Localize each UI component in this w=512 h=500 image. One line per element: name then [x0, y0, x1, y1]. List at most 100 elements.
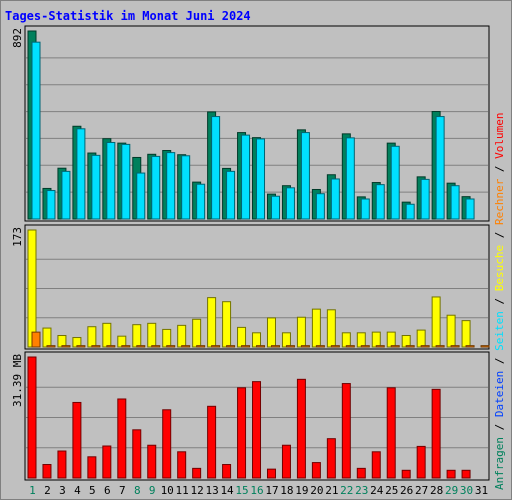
bar-rechner: [196, 345, 206, 348]
legend-entry: Volumen: [493, 112, 506, 158]
bar-volumen: [371, 451, 381, 479]
bar-seiten: [151, 155, 161, 220]
bar-besuche: [461, 320, 471, 348]
x-tick-label: 16: [250, 484, 263, 497]
y-axis-max-label: 173: [11, 227, 24, 247]
chart-panels: 892 173 31.39 MB: [11, 25, 490, 481]
bar-seiten: [121, 143, 131, 220]
bar-seiten: [300, 132, 310, 220]
bar-volumen: [162, 409, 172, 479]
bar-besuche: [296, 316, 306, 348]
bar-volumen: [416, 445, 426, 479]
bar-seiten: [166, 152, 176, 220]
bar-volumen: [446, 469, 456, 479]
bar-seiten: [61, 170, 71, 220]
bar-seiten: [390, 145, 400, 220]
bar-besuche: [42, 327, 52, 348]
bar-besuche: [431, 296, 441, 348]
bar-seiten: [345, 137, 355, 220]
bar-besuche: [87, 326, 97, 348]
x-tick-label: 2: [44, 484, 51, 497]
bar-seiten: [181, 155, 191, 220]
bar-rechner: [285, 345, 295, 348]
bar-rechner: [241, 345, 251, 348]
bar-seiten: [285, 187, 295, 220]
bar-volumen: [461, 469, 471, 479]
x-tick-label: 14: [220, 484, 234, 497]
x-tick-label: 9: [149, 484, 156, 497]
bar-volumen: [192, 467, 202, 479]
bar-rechner: [450, 345, 460, 348]
bar-rechner: [345, 345, 355, 348]
bar-rechner: [360, 345, 370, 348]
bar-besuche: [207, 297, 217, 348]
x-tick-label: 20: [310, 484, 323, 497]
bar-besuche: [102, 322, 112, 348]
bar-seiten: [420, 178, 430, 220]
bar-rechner: [420, 345, 430, 348]
x-tick-label: 3: [59, 484, 66, 497]
x-tick-label: 18: [280, 484, 293, 497]
bar-volumen: [401, 469, 411, 479]
bar-seiten: [270, 195, 280, 220]
legend-entry: Seiten: [493, 311, 506, 351]
bar-volumen: [72, 401, 82, 479]
bar-rechner: [121, 345, 131, 348]
bar-rechner: [211, 345, 221, 348]
bar-volumen: [431, 388, 441, 479]
bar-rechner: [181, 345, 191, 348]
bar-volumen: [207, 405, 217, 479]
x-tick-label: 31: [475, 484, 488, 497]
x-tick-label: 27: [415, 484, 428, 497]
bar-rechner: [330, 345, 340, 348]
bar-volumen: [147, 444, 157, 479]
bar-seiten: [196, 183, 206, 220]
panel-frame: [24, 351, 490, 481]
x-tick-label: 25: [385, 484, 398, 497]
bar-seiten: [136, 172, 146, 220]
chart-title: Tages-Statistik im Monat Juni 2024: [5, 9, 251, 23]
bar-rechner: [405, 345, 415, 348]
bar-volumen: [266, 468, 276, 479]
bar-seiten: [91, 154, 101, 220]
legend-entry: /: [493, 351, 506, 371]
bar-volumen: [177, 451, 187, 479]
panel-hits-files: 892: [11, 25, 490, 222]
y-axis-max-label: 892: [11, 28, 24, 48]
bar-besuche: [356, 332, 366, 348]
bar-seiten: [256, 138, 266, 220]
x-tick-label: 26: [400, 484, 413, 497]
x-tick-label: 10: [161, 484, 174, 497]
bar-besuche: [177, 324, 187, 348]
legend-entry: Dateien: [493, 371, 506, 417]
panel-frame: [24, 25, 490, 222]
x-tick-label: 12: [191, 484, 204, 497]
legend-entry: Anfragen: [493, 437, 506, 490]
bar-besuche: [132, 324, 142, 348]
bar-rechner: [46, 345, 56, 348]
x-tick-label: 4: [74, 484, 81, 497]
bar-besuche: [27, 229, 37, 348]
bar-rechner: [151, 345, 161, 348]
bar-besuche: [281, 332, 291, 348]
panel-volume: 31.39 MB: [11, 351, 490, 481]
bar-seiten: [435, 116, 445, 220]
bar-seiten: [106, 141, 116, 220]
bar-volumen: [132, 429, 142, 479]
x-tick-label: 15: [235, 484, 248, 497]
bar-besuche: [266, 317, 276, 348]
bar-rechner: [300, 345, 310, 348]
bar-rechner: [390, 345, 400, 348]
bar-rechner: [270, 345, 280, 348]
bar-besuche: [192, 318, 202, 348]
x-tick-label: 13: [205, 484, 218, 497]
bar-volumen: [356, 467, 366, 479]
x-tick-label: 23: [355, 484, 368, 497]
legend-entry: /: [493, 159, 506, 179]
legend-entry: /: [493, 417, 506, 437]
bar-besuche: [371, 331, 381, 348]
bar-rechner: [91, 345, 101, 348]
x-tick-label: 5: [89, 484, 96, 497]
bar-seiten: [465, 198, 475, 220]
bar-besuche: [446, 314, 456, 348]
